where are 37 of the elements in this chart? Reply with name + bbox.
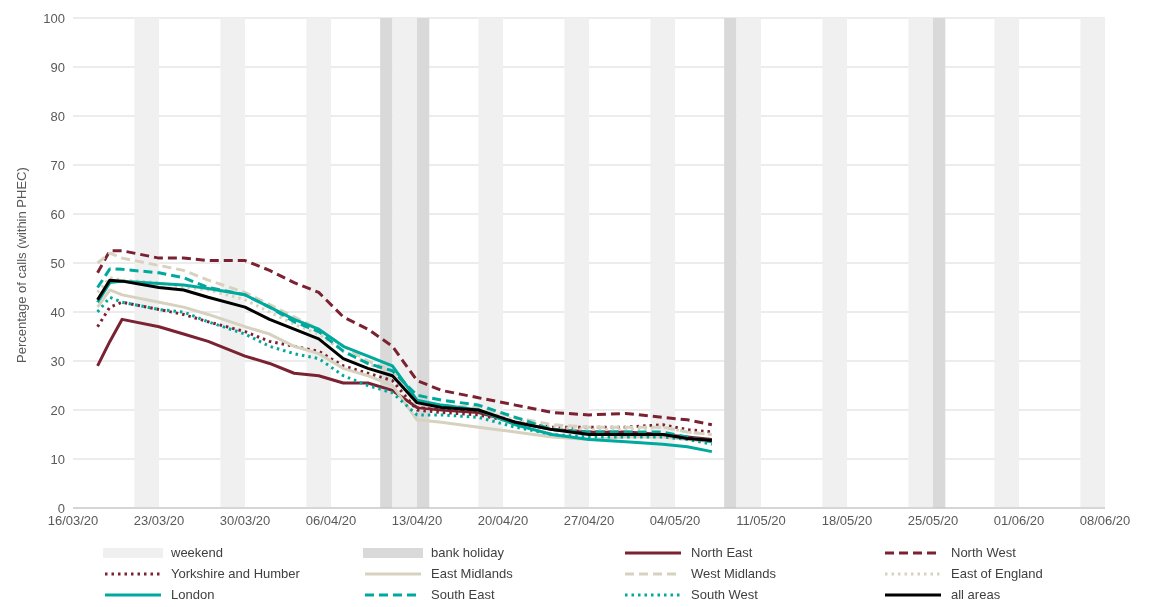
y-tick-label: 60 [50, 206, 65, 222]
x-tick-label: 23/03/20 [133, 513, 185, 529]
y-tick-label: 40 [50, 304, 65, 320]
legend-label: North West [951, 545, 1016, 560]
legend-label: South West [691, 587, 758, 602]
y-tick-label: 70 [50, 157, 65, 173]
legend-label: East of England [951, 566, 1043, 581]
y-axis-title: Percentage of calls (within PHEC) [13, 167, 29, 363]
y-tick-label: 90 [50, 59, 65, 75]
x-tick-label: 18/05/20 [821, 513, 873, 529]
y-tick-label: 50 [50, 255, 65, 271]
legend-label: Yorkshire and Humber [171, 566, 300, 581]
legend-label: South East [431, 587, 495, 602]
legend-label: bank holiday [431, 545, 504, 560]
y-tick-label: 20 [50, 402, 65, 418]
x-tick-label: 27/04/20 [563, 513, 615, 529]
y-tick-label: 80 [50, 108, 65, 124]
y-tick-label: 0 [57, 500, 65, 516]
x-tick-label: 30/03/20 [219, 513, 271, 529]
legend-label: weekend [171, 545, 224, 560]
x-tick-label: 25/05/20 [907, 513, 959, 529]
x-tick-label: 16/03/20 [47, 513, 99, 529]
y-tick-label: 10 [50, 451, 65, 467]
x-tick-label: 13/04/20 [391, 513, 443, 529]
y-tick-label: 100 [43, 10, 65, 26]
x-tick-label: 20/04/20 [477, 513, 529, 529]
x-tick-label: 04/05/20 [649, 513, 701, 529]
x-tick-label: 06/04/20 [305, 513, 357, 529]
legend-label: West Midlands [691, 566, 777, 581]
legend-label: East Midlands [431, 566, 513, 581]
y-tick-label: 30 [50, 353, 65, 369]
x-tick-label: 01/06/20 [993, 513, 1045, 529]
x-tick-label: 11/05/20 [736, 513, 786, 529]
legend-label: all areas [951, 587, 1001, 602]
legend-label: London [171, 587, 215, 602]
x-tick-label: 08/06/20 [1079, 513, 1131, 529]
legend-label: North East [691, 545, 753, 560]
